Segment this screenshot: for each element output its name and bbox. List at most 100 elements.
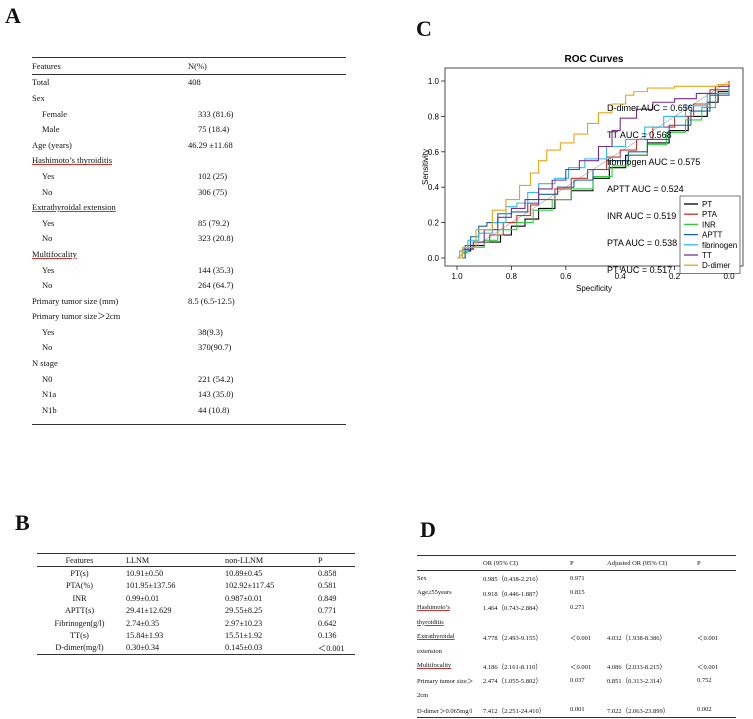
- table-row: thyroiditis: [417, 615, 736, 630]
- row-non-llnm: 15.51±1.92: [225, 631, 263, 641]
- row-or: 0.985（0.438-2.216）: [483, 576, 543, 584]
- row-adjusted-or: 7.022（2.063-23.899）: [607, 707, 670, 715]
- row-p: ＜0.001: [570, 634, 592, 642]
- y-tick-label: 0.0: [428, 254, 440, 263]
- x-tick-label: 1.0: [451, 272, 463, 281]
- legend-label: fibrinogen: [702, 241, 737, 250]
- row-p: ＜0.001: [318, 643, 345, 653]
- auc-label: PTA AUC = 0.538: [607, 238, 677, 248]
- row-or: 4.778（2.493-9.155）: [483, 634, 543, 642]
- row-variable: Primary tumor size＞: [417, 678, 474, 686]
- header-or: OR (95% CI): [483, 559, 519, 567]
- row-p: ＜0.001: [570, 663, 592, 671]
- table-row: Male 75 (18.4): [32, 121, 346, 137]
- auc-label: fibrinogen AUC = 0.575: [607, 157, 700, 167]
- legend-label: PT: [702, 200, 712, 209]
- row-value: 44 (10.8): [198, 404, 230, 415]
- table-row: Multifocality: [32, 246, 346, 262]
- table-row: Age≥55years 0.918（0.446-1.887） 0.815: [417, 586, 736, 601]
- row-non-llnm: 29.55±8.25: [225, 606, 263, 616]
- table-row: N1b 44 (10.8): [32, 402, 346, 418]
- table-row: TT(s) 15.84±1.93 15.51±1.92 0.136: [37, 629, 355, 641]
- table-row: extension: [417, 644, 736, 659]
- row-p: 0.001: [570, 706, 585, 714]
- row-label: No: [42, 233, 53, 244]
- row-label: Extrathyroidal extension: [32, 202, 116, 213]
- row-label: N1b: [42, 404, 57, 415]
- header-non-llnm: non-LLNM: [225, 555, 264, 565]
- row-label: Yes: [42, 170, 55, 181]
- row-non-llnm: 0.987±0.01: [225, 593, 263, 603]
- row-label: Primary tumor size (mm): [32, 295, 119, 306]
- table-header-row: OR (95% CI) P Adjusted OR (95% CI) P: [417, 556, 736, 570]
- row-variable: D-dimer＞0.065mg/l: [417, 707, 473, 715]
- row-label: Total: [32, 77, 50, 88]
- row-feature: APTT(s): [64, 606, 95, 616]
- row-p: 0.971: [570, 574, 585, 582]
- row-or: 1.464（0.743-2.884）: [483, 605, 543, 613]
- table-row: Primary tumor size (mm) 8.5 (6.5-12.5): [32, 293, 346, 309]
- row-feature: TT(s): [70, 631, 89, 641]
- table-row: Yes 144 (35.3): [32, 262, 346, 278]
- row-llnm: 10.91±0.50: [126, 569, 164, 579]
- plot-frame: [444, 67, 744, 267]
- table-row: No 306 (75): [32, 184, 346, 200]
- row-adjusted-p: ＜0.001: [697, 663, 719, 671]
- table-row: Age (years) 46.29 ±11.68: [32, 137, 346, 153]
- chart-title: ROC Curves: [565, 54, 624, 65]
- row-value: 102 (25): [198, 170, 228, 181]
- row-value: 408: [188, 77, 201, 88]
- panel-letter-b: B: [15, 510, 30, 535]
- header-p: P: [318, 555, 323, 565]
- table-row: Extrathyroidal 4.778（2.493-9.155） ＜0.001 4.…: [417, 629, 736, 644]
- panel-letter-c: C: [416, 16, 432, 41]
- row-adjusted-or: 0.851（0.313-2.314）: [607, 678, 667, 686]
- row-label: Yes: [42, 217, 55, 228]
- row-variable: Sex: [417, 574, 427, 582]
- auc-label: D-dimer AUC = 0.656: [607, 103, 693, 113]
- legend-label: PTA: [702, 210, 718, 219]
- y-tick-label: 1.0: [428, 77, 440, 86]
- row-variable: extension: [417, 647, 442, 655]
- row-or: 0.918（0.446-1.887）: [483, 590, 543, 598]
- row-variable: Multifocality: [417, 662, 452, 670]
- header-adjusted-p: P: [697, 559, 701, 567]
- row-p: 0.037: [570, 676, 585, 684]
- table-row: PTA(%) 101.95±137.56 102.92±117.45 0.581: [37, 580, 355, 592]
- table-row: Sex: [32, 90, 346, 106]
- row-label: N0: [42, 373, 53, 384]
- row-value: 8.5 (6.5-12.5): [188, 295, 235, 306]
- row-label: No: [42, 342, 53, 353]
- table-body: Sex 0.985（0.438-2.216） 0.971 Age≥55years 0.9…: [417, 571, 736, 717]
- table-row: N1a 143 (35.0): [32, 386, 346, 402]
- table-row: Hashimoto’s 1.464（0.743-2.884） 0.271: [417, 600, 736, 615]
- row-llnm: 0.30±0.34: [126, 643, 160, 653]
- y-tick-label: 0.8: [428, 112, 440, 121]
- table-row: APTT(s) 29.41±12.629 29.55±8.25 0.771: [37, 605, 355, 617]
- table-row: INR 0.99±0.01 0.987±0.01 0.849: [37, 592, 355, 604]
- row-value: 370(90.7): [198, 342, 232, 353]
- row-label: N1a: [42, 389, 57, 400]
- legend-label: D-dimer: [702, 261, 731, 270]
- baseline-characteristics-table: Features N(%) Total 408 Sex Female 333 (81.6…: [32, 57, 346, 425]
- table-row: No 264 (64.7): [32, 277, 346, 293]
- table-row: Female 333 (81.6): [32, 106, 346, 122]
- row-label: Male: [42, 124, 60, 135]
- legend-label: INR: [702, 220, 716, 229]
- auc-label: PT AUC = 0.517: [607, 265, 672, 275]
- row-feature: D-dimer(mg/l): [55, 643, 104, 653]
- row-p: 0.849: [318, 593, 337, 603]
- row-label: N stage: [32, 358, 58, 369]
- row-value: 221 (54.2): [198, 373, 234, 384]
- row-p: 0.815: [570, 589, 585, 597]
- table-row: Primary tumor size＞2cm: [32, 309, 346, 325]
- row-non-llnm: 102.92±117.45: [225, 581, 275, 591]
- auc-label: TT AUC = 0.568: [607, 130, 672, 140]
- row-non-llnm: 0.145±0.03: [225, 643, 263, 653]
- row-value: 75 (18.4): [198, 124, 230, 135]
- table-row: No 370(90.7): [32, 340, 346, 356]
- row-value: 143 (35.0): [198, 389, 234, 400]
- table-row: Multifocality 4.186（2.161-8.110） ＜0.001 4.0…: [417, 659, 736, 674]
- row-or: 2.474（1.055-5.802）: [483, 678, 543, 686]
- row-feature: INR: [72, 593, 87, 603]
